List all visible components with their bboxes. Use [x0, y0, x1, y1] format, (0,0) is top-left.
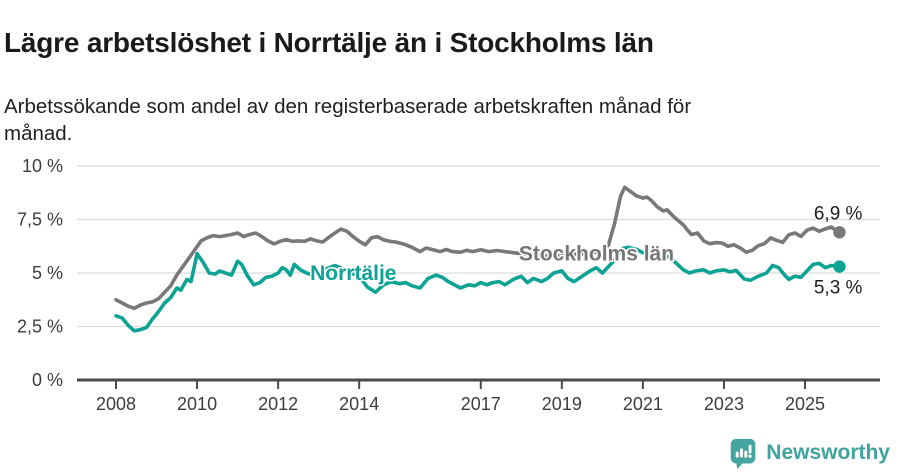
x-tick-label: 2021: [623, 394, 663, 414]
newsworthy-brand-link[interactable]: Newsworthy: [728, 437, 890, 469]
norrt-lje-end-dot: [833, 260, 846, 273]
x-tick-label: 2014: [339, 394, 379, 414]
end-value-label: 5,3 %: [814, 278, 863, 299]
stockholms-l-n-line: [114, 185, 842, 311]
norrt-lje-line: [114, 245, 842, 333]
chart-subtitle: Arbetssökande som andel av den registerb…: [4, 94, 692, 145]
x-tick-label: 2012: [258, 394, 298, 414]
y-tick-label: 5 %: [32, 263, 63, 283]
x-tick-label: 2008: [96, 394, 136, 414]
stockholms-l-n-end-dot: [833, 226, 846, 239]
x-tick-label: 2017: [461, 394, 501, 414]
series-inline-label: Norrtälje: [310, 262, 396, 285]
x-tick-label: 2025: [785, 394, 825, 414]
y-tick-label: 10 %: [22, 156, 63, 176]
page-title: Lägre arbetslöshet i Norrtälje än i Stoc…: [4, 26, 654, 58]
y-tick-label: 7,5 %: [17, 210, 63, 230]
x-tick-label: 2010: [177, 394, 217, 414]
y-tick-label: 0 %: [32, 370, 63, 390]
newsworthy-logo-icon: [731, 438, 756, 469]
series-inline-label: Stockholms län: [519, 243, 674, 266]
y-tick-label: 2,5 %: [17, 317, 63, 337]
unemployment-line-chart: 0 % 2,5 % 5 % 7,5 % 10 % 2008 2010 2012 2014 2017…: [17, 156, 880, 414]
x-tick-label: 2023: [704, 394, 744, 414]
x-tick-label: 2019: [542, 394, 582, 414]
end-value-label: 6,9 %: [814, 203, 863, 224]
brand-name: Newsworthy: [766, 441, 890, 464]
